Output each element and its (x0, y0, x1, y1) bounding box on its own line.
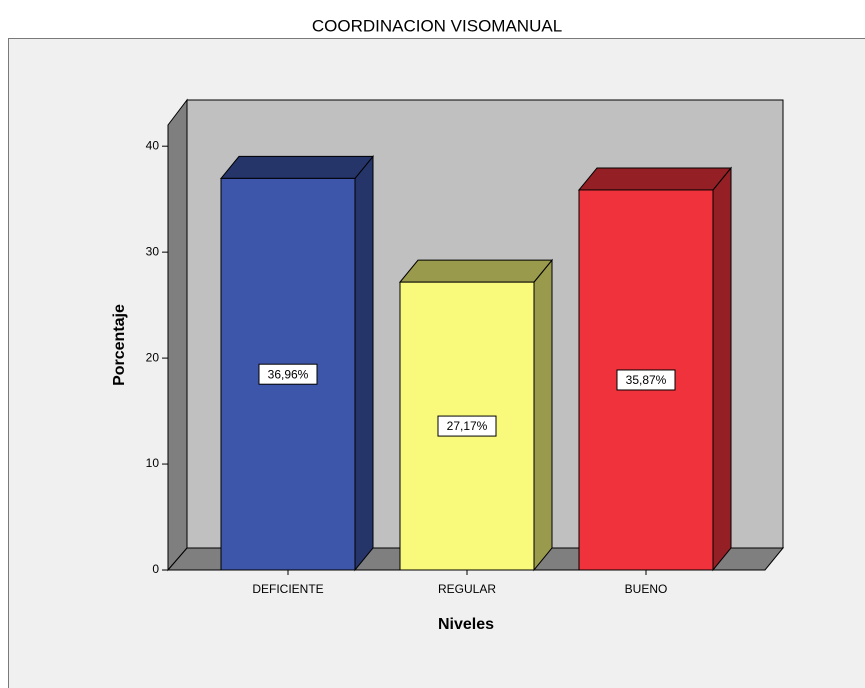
value-label: 36,96% (268, 367, 309, 381)
bar-top (577, 167, 733, 191)
value-label-box (258, 363, 318, 385)
value-label-box (616, 369, 676, 391)
bar-side (712, 166, 732, 572)
bar-top (219, 155, 375, 179)
x-tick-label: BUENO (625, 582, 668, 596)
x-tick-label: REGULAR (438, 582, 496, 596)
value-label: 35,87% (626, 373, 667, 387)
chart-title: COORDINACION VISOMANUAL (312, 16, 562, 35)
y-tick-label: 10 (146, 456, 160, 470)
x-tick-label: DEFICIENTE (252, 582, 323, 596)
y-axis-label: Porcentaje (111, 304, 128, 386)
y-tick-label: 30 (146, 244, 160, 258)
value-label-box (437, 415, 497, 437)
x-axis-label: Niveles (438, 616, 494, 633)
y-tick-label: 0 (152, 562, 159, 576)
bar-side (354, 154, 374, 572)
y-tick-label: 40 (146, 138, 160, 152)
value-label: 27,17% (447, 419, 488, 433)
y-tick-label: 20 (146, 350, 160, 364)
left-wall (167, 98, 188, 572)
bar-side (533, 258, 553, 572)
bar-top (398, 259, 554, 283)
